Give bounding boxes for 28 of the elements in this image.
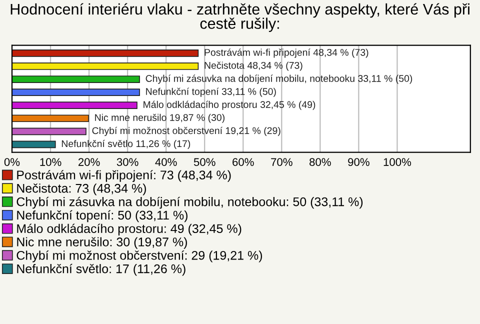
legend-label: Postrávám wi-fi připojení: 73 (48,34 %) (17, 170, 231, 182)
x-tick-label: 30% (116, 158, 138, 166)
x-tick-label: 60% (232, 158, 254, 166)
x-tick-label: 70% (271, 158, 292, 166)
x-tick-label: 0% (4, 158, 20, 166)
legend-label: Chybí mi možnost občerstvení: 29 (19,21 %) (16, 250, 262, 262)
data-label: Málo odkládacího prostoru 32,45 % (49) (144, 100, 316, 110)
x-tick-label: 20% (78, 158, 100, 166)
x-tick-label: 80% (310, 158, 331, 166)
data-label: Chybí mi zásuvka na dobíjení mobilu, notebooku 33,11 % (50) (146, 74, 412, 84)
x-tick-label: 50% (194, 158, 216, 166)
data-label: Nefunkční světlo 11,26 % (17) (62, 140, 190, 150)
data-label: Nečistota 48,34 % (73) (204, 62, 302, 71)
legend-label: Nefunkční světlo: 17 (11,26 %) (17, 264, 186, 276)
data-label: Nic mne nerušilo 19,87 % (30) (95, 114, 224, 123)
x-tick-label: 40% (155, 158, 177, 166)
legend-label: Málo odkládacího prostoru: 49 (32,45 %) (17, 224, 242, 236)
legend-label: Nefunkční topení: 50 (33,11 %) (17, 210, 188, 222)
x-tick-label: 10% (40, 158, 62, 166)
data-label: Postrávám wi-fi připojení 48,34 % (73) (204, 48, 368, 58)
data-label: Nefunkční topení 33,11 % (50) (146, 88, 276, 97)
x-tick-label: 90% (348, 158, 370, 166)
chart-title: Hodnocení interiéru vlaku - zatrhněte všechny aspekty, které Vás při cestě rušily: (10, 3, 470, 32)
legend-label: Nic mne nerušilo: 30 (19,87 %) (17, 237, 187, 249)
legend-label: Chybí mi zásuvka na dobíjení mobilu, notebooku: 50 (33,11 %) (16, 196, 363, 209)
data-label: Chybí mi možnost občerstvení 19,21 % (29) (92, 126, 280, 136)
legend-label: Nečistota: 73 (48,34 %) (17, 184, 146, 196)
x-tick-label: 100% (384, 158, 412, 166)
